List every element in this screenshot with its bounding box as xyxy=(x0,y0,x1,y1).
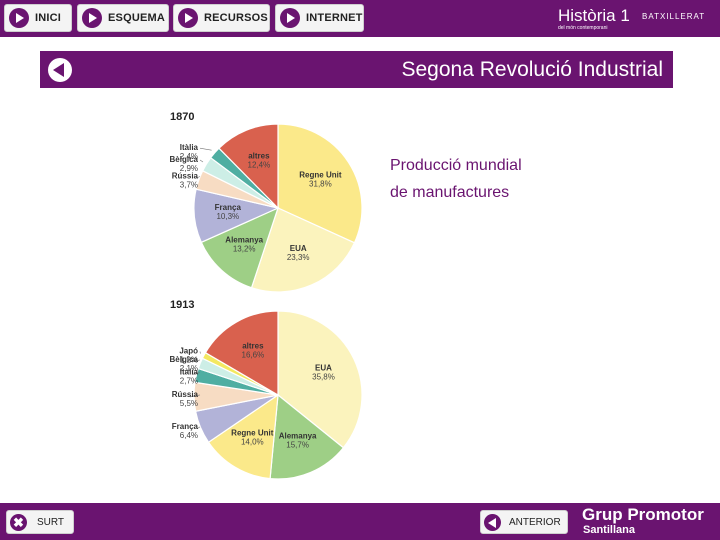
pie-slice-1913-8 xyxy=(204,310,279,397)
back-arrow-button[interactable] xyxy=(48,58,72,82)
nav-button-label: INICI xyxy=(35,12,62,24)
back-arrow-icon xyxy=(484,513,501,531)
pie-slice-label: EUA xyxy=(315,363,332,372)
previous-button[interactable]: ANTERIOR xyxy=(480,510,568,534)
charts-title-line-2: de manufactures xyxy=(390,184,510,201)
pie-slice-1870-0 xyxy=(277,123,363,244)
pie-slice-value: 15,7% xyxy=(286,440,309,449)
publisher-logo: Grup Promotor xyxy=(582,505,704,524)
exit-button[interactable]: ✖ SURT xyxy=(6,510,74,534)
pie-slice-value: 1,2% xyxy=(180,356,198,365)
nav-button-inici[interactable]: INICI xyxy=(4,4,72,32)
pie-slice-value: 31,8% xyxy=(309,180,332,189)
play-arrow-icon xyxy=(9,8,29,28)
pie-slice-1870-1 xyxy=(250,207,356,293)
pie-slice-label: Regne Unit xyxy=(231,428,274,437)
title-bar: Segona Revolució Industrial xyxy=(40,51,673,88)
pie-charts: Regne Unit31,8%EUA23,3%Alemanya13,2%Fran… xyxy=(170,111,363,480)
top-navigation-bar: INICI ESQUEMA RECURSOS INTERNET Història… xyxy=(0,0,720,37)
pie-slice-value: 12,4% xyxy=(248,160,271,169)
pie-slice-label: Regne Unit xyxy=(299,171,342,180)
pie-slice-value: 2,4% xyxy=(180,152,198,161)
pie-slice-label: França xyxy=(172,422,199,431)
play-arrow-icon xyxy=(280,8,300,28)
play-arrow-icon xyxy=(178,8,198,28)
pie-slice-label: Rússia xyxy=(172,390,199,399)
pie-slice-label: altres xyxy=(248,151,270,160)
pie-leader-line xyxy=(189,394,201,398)
pie-slice-1913-0 xyxy=(277,310,363,449)
pie-slice-value: 16,6% xyxy=(242,350,265,359)
nav-button-recursos[interactable]: RECURSOS xyxy=(173,4,270,32)
pie-slice-value: 2,1% xyxy=(180,364,198,373)
pie-leader-line xyxy=(194,176,201,179)
pie-slice-label: Bèlgica xyxy=(170,355,199,364)
bottom-bar: ✖ SURT ANTERIOR Grup Promotor Santillana xyxy=(0,503,720,540)
pie-leader-line xyxy=(199,147,212,151)
pie-slice-label: Japó xyxy=(179,347,198,356)
close-icon: ✖ xyxy=(10,513,27,531)
brand-level: BATXILLERAT xyxy=(642,12,706,21)
pie-title-1913: 1913 xyxy=(170,299,194,311)
pie-slice-value: 13,2% xyxy=(233,244,256,253)
nav-button-esquema[interactable]: ESQUEMA xyxy=(77,4,169,32)
pie-slice-value: 2,9% xyxy=(180,164,198,173)
pie-leader-line xyxy=(199,159,204,163)
pie-slice-value: 23,3% xyxy=(287,253,310,262)
pie-slice-1870-2 xyxy=(200,206,279,289)
pie-slice-label: Itàlia xyxy=(180,143,199,152)
pie-slice-label: Bèlgica xyxy=(170,155,199,164)
pie-slice-value: 35,8% xyxy=(312,372,335,381)
pie-slice-value: 14,0% xyxy=(241,437,264,446)
pie-leader-line xyxy=(196,426,201,430)
exit-button-label: SURT xyxy=(37,516,65,528)
play-arrow-icon xyxy=(82,8,102,28)
pie-leader-line xyxy=(192,372,201,375)
nav-button-label: RECURSOS xyxy=(204,12,268,24)
pie-slice-label: Alemanya xyxy=(279,431,317,440)
pie-slice-value: 10,3% xyxy=(216,212,239,221)
brand-subtitle: del món contemporani xyxy=(558,25,608,31)
pie-leader-line xyxy=(196,359,201,363)
publisher-subtitle: Santillana xyxy=(583,524,635,536)
pie-slice-1870-7 xyxy=(218,123,279,210)
nav-button-label: ESQUEMA xyxy=(108,12,166,24)
brand-title: Història 1 xyxy=(558,6,630,25)
nav-button-label: INTERNET xyxy=(306,12,363,24)
pie-slice-label: França xyxy=(215,203,242,212)
pie-slice-value: 2,7% xyxy=(180,377,198,386)
pie-slice-value: 3,7% xyxy=(180,181,198,190)
nav-button-internet[interactable]: INTERNET xyxy=(275,4,364,32)
pie-title-1870: 1870 xyxy=(170,111,194,123)
pie-slice-1913-1 xyxy=(269,393,345,480)
pie-slice-label: Rússia xyxy=(172,172,199,181)
page-title: Segona Revolució Industrial xyxy=(401,58,664,81)
previous-button-label: ANTERIOR xyxy=(509,516,561,528)
pie-slice-1913-2 xyxy=(207,393,279,480)
pie-slice-value: 5,5% xyxy=(180,399,198,408)
pie-slice-label: Itàlia xyxy=(180,368,199,377)
charts-title-line-1: Producció mundial xyxy=(390,157,522,174)
pie-slice-value: 6,4% xyxy=(180,431,198,440)
pie-slice-label: EUA xyxy=(290,244,307,253)
pie-slice-label: Alemanya xyxy=(225,235,263,244)
pie-slice-label: altres xyxy=(242,341,264,350)
